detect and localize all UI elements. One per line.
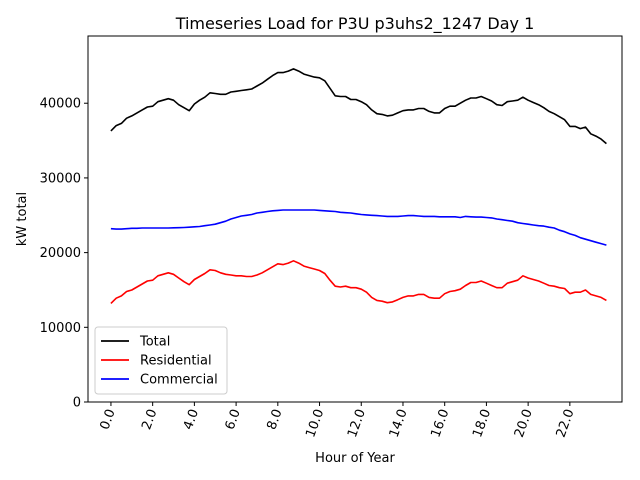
legend-label-residential: Residential <box>140 354 212 369</box>
chart-title: Timeseries Load for P3U p3uhs2_1247 Day … <box>175 14 535 34</box>
y-tick-label: 10000 <box>40 321 81 336</box>
y-axis-label: kW total <box>15 192 30 246</box>
series-line-residential <box>110 259 607 304</box>
x-tick-label: 4.0 <box>181 407 202 432</box>
x-tick-label: 2.0 <box>139 407 160 432</box>
series-line-total <box>110 68 607 145</box>
legend-label-commercial: Commercial <box>140 373 218 388</box>
series-layer <box>110 68 607 304</box>
plot-frame <box>87 35 623 403</box>
legend-box <box>94 326 228 395</box>
legend: Total Residential Commercial <box>94 326 228 395</box>
y-tick-label: 0 <box>73 396 81 411</box>
y-axis: 0 10000 20000 30000 40000 <box>40 97 88 411</box>
x-axis-label: Hour of Year <box>315 451 395 466</box>
y-tick-label: 30000 <box>40 171 81 186</box>
series-line-commercial <box>110 209 607 246</box>
x-tick-label: 8.0 <box>264 407 285 432</box>
x-tick-label: 0.0 <box>98 407 119 432</box>
y-tick-label: 20000 <box>40 246 81 261</box>
x-tick-label: 6.0 <box>223 407 244 432</box>
legend-label-total: Total <box>139 335 170 350</box>
y-tick-label: 40000 <box>40 97 81 112</box>
